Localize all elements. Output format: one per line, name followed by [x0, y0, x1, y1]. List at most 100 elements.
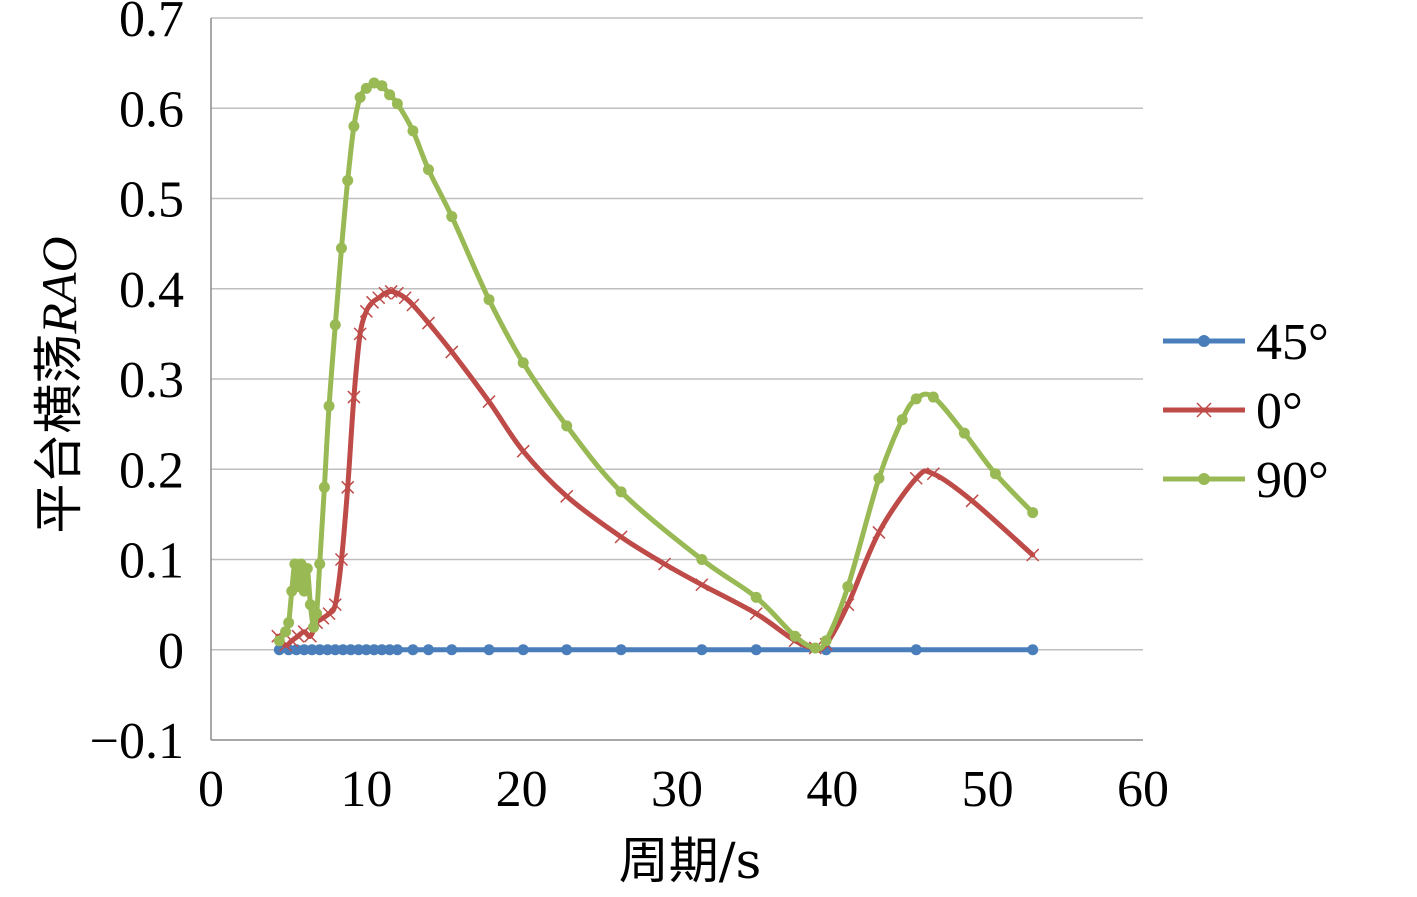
series-0 — [273, 644, 1039, 656]
legend-entry-1: 0° — [1163, 383, 1303, 440]
data-point — [384, 644, 396, 656]
y-tick-label: 0.6 — [119, 81, 184, 138]
x-tick-label: 0 — [198, 761, 224, 818]
data-point — [298, 585, 310, 597]
data-point — [750, 591, 762, 603]
data-point — [341, 480, 355, 494]
data-point — [311, 608, 323, 620]
series-line-1 — [275, 289, 1036, 652]
y-axis-title-main: 平台横荡 — [30, 334, 88, 534]
data-point — [446, 211, 458, 223]
data-point — [989, 468, 1001, 480]
data-point — [314, 644, 326, 656]
data-point — [615, 644, 627, 656]
data-point — [517, 357, 529, 369]
legend-label: 90° — [1256, 452, 1329, 509]
data-point — [749, 607, 763, 621]
data-point — [614, 530, 628, 544]
data-point — [328, 598, 342, 612]
data-point — [391, 644, 403, 656]
legend: 45° 0° 90° — [1163, 314, 1329, 509]
data-point — [384, 89, 396, 101]
data-point — [329, 319, 341, 331]
data-point — [337, 644, 349, 656]
data-point — [789, 630, 801, 642]
data-point — [354, 91, 366, 103]
legend-entry-2: 90° — [1163, 452, 1329, 509]
x-tick-label: 30 — [651, 761, 703, 818]
data-point — [1027, 507, 1039, 519]
data-point — [283, 617, 295, 629]
x-tick-label: 10 — [340, 761, 392, 818]
data-point — [873, 472, 885, 484]
data-point — [483, 644, 495, 656]
data-point — [1026, 548, 1040, 562]
data-point — [1027, 644, 1039, 656]
data-point — [422, 644, 434, 656]
data-point — [372, 291, 386, 305]
x-tick-label: 50 — [962, 761, 1014, 818]
data-point — [896, 414, 908, 426]
data-point — [342, 174, 354, 186]
legend-marker — [1198, 473, 1210, 485]
data-point — [323, 400, 335, 412]
x-tick-labels: 0 10 20 30 40 50 60 — [198, 761, 1169, 818]
axes — [210, 18, 1143, 741]
data-point — [360, 644, 372, 656]
data-point — [314, 558, 326, 570]
data-point — [422, 164, 434, 176]
data-point — [421, 316, 435, 330]
x-tick-label: 60 — [1117, 761, 1169, 818]
data-point — [809, 642, 821, 654]
y-axis-title-rao: RAO — [31, 236, 87, 334]
data-point — [446, 644, 458, 656]
data-point — [872, 525, 886, 539]
data-point — [958, 427, 970, 439]
data-point — [322, 607, 336, 621]
data-point — [842, 581, 854, 593]
y-tick-labels: −0.1 0 0.1 0.2 0.3 0.4 0.5 0.6 0.7 — [90, 0, 184, 770]
data-point — [360, 82, 372, 94]
data-point — [347, 390, 361, 404]
data-point — [353, 644, 365, 656]
legend-label: 0° — [1256, 383, 1303, 440]
data-point — [298, 644, 310, 656]
series-line-2 — [276, 80, 1036, 652]
y-tick-label: 0.5 — [119, 172, 184, 229]
data-point — [482, 395, 496, 409]
data-point — [291, 629, 305, 643]
x-tick-label: 20 — [496, 761, 548, 818]
y-tick-label: 0.1 — [119, 533, 184, 590]
y-tick-label: 0.7 — [119, 0, 184, 48]
data-point — [445, 345, 459, 359]
data-point — [348, 120, 360, 132]
data-point — [359, 304, 373, 318]
y-tick-label: 0.4 — [119, 262, 184, 319]
data-point — [376, 644, 388, 656]
series-2 — [273, 77, 1039, 654]
data-point — [695, 578, 709, 592]
data-point — [561, 644, 573, 656]
data-point — [322, 644, 333, 656]
data-point — [820, 635, 832, 647]
legend-label: 45° — [1256, 314, 1329, 371]
data-point — [308, 621, 320, 633]
x-tick-label: 40 — [806, 761, 858, 818]
data-point — [750, 644, 762, 656]
data-point — [615, 486, 627, 498]
data-point — [909, 471, 923, 485]
data-point — [273, 635, 285, 647]
data-point — [696, 554, 708, 565]
gridlines — [211, 17, 1143, 651]
data-point — [926, 467, 940, 481]
data-point — [407, 125, 419, 137]
data-point — [335, 242, 347, 254]
data-point — [353, 327, 367, 341]
data-point — [345, 644, 357, 656]
y-tick-label: 0 — [158, 623, 184, 680]
data-point — [301, 563, 313, 575]
data-point — [965, 494, 979, 508]
data-point — [329, 644, 341, 656]
legend-entry-0: 45° — [1163, 314, 1329, 371]
data-point — [910, 393, 922, 405]
